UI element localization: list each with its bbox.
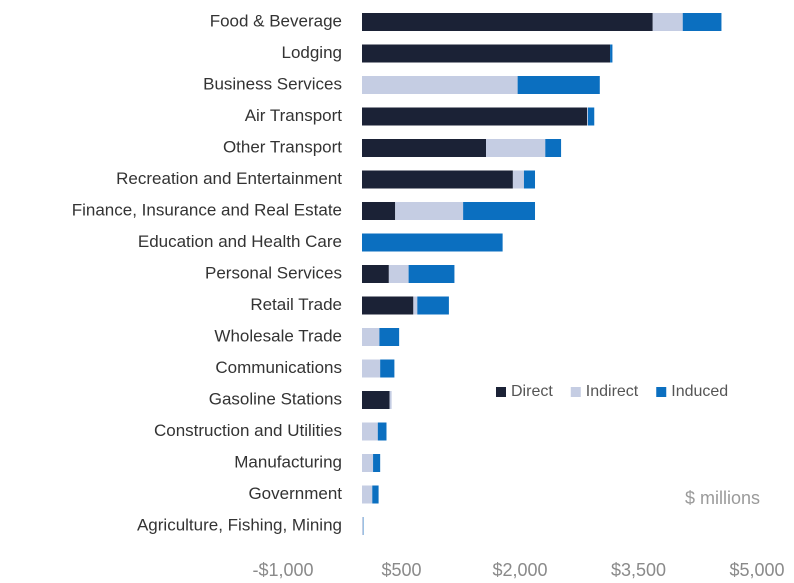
category-label: Government: [248, 484, 342, 503]
x-tick-label: $3,500: [611, 560, 666, 580]
legend-swatch: [656, 387, 667, 397]
bar-segment: [362, 359, 381, 378]
bar-segment: [373, 454, 381, 472]
bar-segment: [372, 485, 379, 504]
category-label: Other Transport: [223, 137, 342, 156]
x-tick-label: $5,000: [729, 560, 784, 580]
category-label: Business Services: [203, 74, 342, 93]
category-label: Personal Services: [205, 263, 342, 282]
bar-segment: [377, 422, 387, 441]
bar-segment: [362, 107, 588, 126]
category-label: Retail Trade: [250, 295, 342, 314]
bar-segment: [362, 265, 389, 283]
bar-segment: [362, 13, 653, 31]
bar-segment: [362, 328, 380, 346]
bar-segment: [517, 76, 600, 94]
category-label: Manufacturing: [234, 452, 342, 471]
bar-segment: [652, 13, 683, 31]
legend-swatch: [496, 387, 506, 397]
legend-label: Induced: [671, 383, 728, 400]
category-label: Communications: [215, 358, 342, 377]
bar-segment: [362, 422, 378, 441]
bar-segment: [362, 170, 513, 189]
category-label: Agriculture, Fishing, Mining: [137, 515, 342, 534]
bar-segment: [388, 265, 409, 283]
bar-segment: [362, 391, 390, 409]
bar-segment: [379, 328, 400, 346]
bar-segment: [408, 265, 455, 283]
bar-segment: [362, 517, 364, 535]
category-label: Wholesale Trade: [214, 326, 342, 345]
x-tick-label: -$1,000: [252, 560, 313, 580]
bar-segment: [395, 202, 464, 220]
bar-segment: [417, 296, 449, 315]
category-label: Food & Beverage: [210, 11, 342, 30]
x-tick-label: $500: [381, 560, 421, 580]
bar-segment: [380, 359, 395, 378]
bar-segment: [389, 391, 392, 409]
bar-segment: [362, 485, 373, 504]
x-tick-label: $2,000: [492, 560, 547, 580]
bar-segment: [545, 139, 562, 157]
legend-label: Indirect: [586, 383, 639, 400]
bar-segment: [362, 296, 414, 315]
bar-segment: [362, 44, 611, 63]
category-label: Gasoline Stations: [209, 389, 342, 408]
bar-segment: [463, 202, 536, 220]
bar-segment: [610, 44, 613, 63]
category-label: Recreation and Entertainment: [116, 169, 342, 188]
legend-swatch: [570, 387, 581, 397]
bar-segment: [512, 170, 524, 189]
bar-segment: [682, 13, 722, 31]
category-label: Construction and Utilities: [154, 421, 342, 440]
bar-segment: [362, 202, 396, 220]
legend-label: Direct: [511, 383, 553, 400]
bar-segment: [362, 139, 487, 157]
bar-segment: [413, 296, 418, 315]
category-label: Finance, Insurance and Real Estate: [72, 200, 342, 219]
bar-segment: [523, 170, 536, 189]
category-label: Air Transport: [245, 106, 343, 125]
unit-note: $ millions: [685, 488, 760, 508]
bar-segment: [587, 107, 595, 126]
bar-segment: [362, 233, 503, 252]
category-label: Lodging: [281, 43, 342, 62]
bar-segment: [362, 76, 518, 94]
bar-segment: [362, 454, 374, 472]
bar-segment: [587, 107, 588, 126]
bar-segment: [486, 139, 546, 157]
category-label: Education and Health Care: [138, 232, 342, 251]
